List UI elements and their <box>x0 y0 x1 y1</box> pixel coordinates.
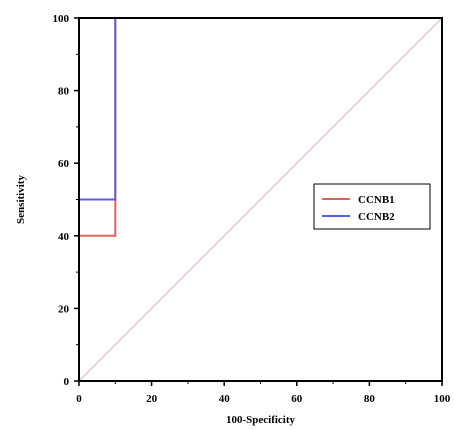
x-tick-label: 0 <box>76 393 82 405</box>
y-axis-title: Sensitivity <box>15 175 27 224</box>
x-tick-label: 40 <box>219 393 231 405</box>
y-tick-label: 0 <box>64 376 70 388</box>
y-tick-label: 40 <box>58 231 70 243</box>
legend: CCNB1 CCNB2 <box>313 183 431 230</box>
x-tick-label: 80 <box>364 393 376 405</box>
x-axis-ticks: 0 20 40 60 80 100 <box>76 381 451 405</box>
legend-box <box>313 183 431 230</box>
y-tick-label: 100 <box>53 13 70 25</box>
x-tick-label: 20 <box>146 393 158 405</box>
reference-diagonal-line <box>78 17 443 382</box>
legend-label-ccnb2: CCNB2 <box>358 211 395 223</box>
y-axis-ticks: 0 20 40 60 80 100 <box>53 13 79 388</box>
y-tick-label: 60 <box>58 158 70 170</box>
y-tick-label: 80 <box>58 86 70 98</box>
reference-layer <box>78 17 443 382</box>
y-tick-label: 20 <box>58 303 70 315</box>
x-axis-title: 100-Specificity <box>226 414 296 426</box>
x-tick-label: 100 <box>434 393 451 405</box>
legend-label-ccnb1: CCNB1 <box>358 194 395 206</box>
x-tick-label: 60 <box>291 393 303 405</box>
